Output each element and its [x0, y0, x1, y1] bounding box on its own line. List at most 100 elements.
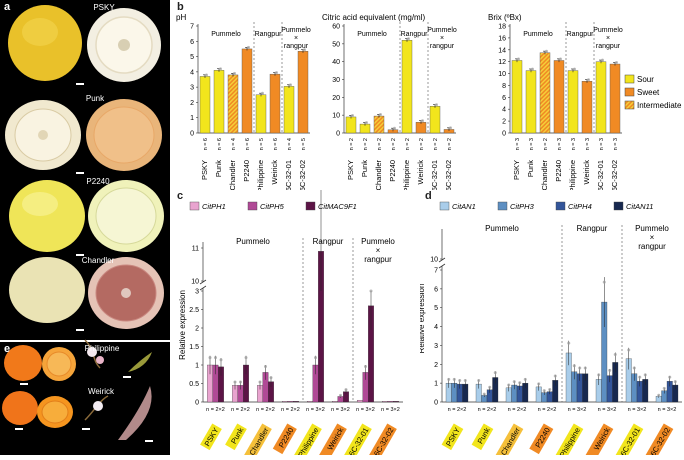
photo-label-chandler: Chandler: [81, 256, 115, 265]
replicate-point: [537, 382, 541, 386]
accession-label: Punk: [360, 160, 369, 177]
legend-swatch: [624, 100, 635, 110]
y-tick-label: 20: [332, 95, 340, 102]
group-label-pummelo: Pummelo: [357, 31, 387, 38]
y-tick-label: 3: [195, 289, 199, 296]
accession-label: Weirick: [270, 160, 279, 185]
replicate-point: [339, 393, 342, 397]
n-label: n = 2: [405, 138, 411, 150]
n-label: n = 2×2: [538, 407, 557, 413]
accession-tag: 6C-32-01: [612, 423, 644, 455]
replicate-point: [507, 383, 511, 387]
n-label: n = 3: [515, 138, 521, 150]
panel-letter-a: a: [4, 1, 11, 13]
accession-tag-bg: [471, 423, 494, 451]
bar: [429, 106, 441, 134]
y-tick-label: 60: [332, 24, 340, 31]
y-tick-label: 1: [434, 381, 438, 388]
y-tick-label: 2: [502, 119, 506, 126]
philippine-flower: [87, 347, 97, 357]
accession-label: PSKY: [512, 160, 521, 180]
bar-citph1: [307, 401, 313, 403]
accession-tag: Chandler: [492, 423, 524, 455]
philippine-whole-fruit: [4, 345, 42, 381]
n-label: n = 3×2: [658, 407, 677, 413]
replicate-point: [523, 377, 527, 381]
y-tick-label: 5: [190, 54, 194, 61]
group-label-rangpur: Rangpur: [255, 31, 283, 38]
accession-tag-bg: [612, 423, 644, 455]
bar: [241, 48, 253, 134]
accession-label: P2240: [388, 160, 397, 182]
group-label-cross-rangpur: rangpur: [638, 242, 666, 251]
bar-citph1: [382, 401, 388, 403]
bar: [553, 60, 565, 134]
replicate-point: [458, 379, 462, 383]
n-label: n = 3: [529, 138, 535, 150]
bar: [511, 60, 523, 134]
accession-label: Philippine: [568, 160, 577, 190]
n-label: n = 2×2: [478, 407, 497, 413]
replicate-point: [583, 366, 587, 370]
bar: [581, 81, 593, 134]
y-tick-label: 1: [190, 115, 194, 122]
y-tick-label: 2: [195, 326, 199, 333]
axis-break: [199, 279, 207, 285]
replicate-point: [449, 126, 452, 130]
group-label-pummelo: Pummelo: [523, 31, 553, 38]
replicate-point: [258, 380, 262, 384]
accession-tag-bg: [240, 423, 272, 455]
bar-citmac9f1: [293, 401, 299, 403]
n-label: n = 2: [433, 138, 439, 150]
axis-break: [199, 285, 207, 291]
replicate-point: [662, 386, 666, 390]
replicate-point: [638, 375, 642, 379]
n-label: n = 2×2: [281, 407, 300, 413]
accession-label: 6C-32-01: [284, 160, 293, 190]
accession-tag: P2240: [272, 423, 297, 455]
accession-tag-bg: [365, 423, 397, 455]
group-label-cross-x: ×: [650, 233, 655, 242]
replicate-point: [477, 379, 481, 383]
y-tick-label: 4: [434, 324, 438, 331]
group-label-pummelo: Pummelo: [485, 224, 519, 233]
legend-label-citph1: CitPH1: [202, 202, 226, 211]
accession-label: P2240: [554, 160, 563, 182]
group-label-cross-x: ×: [606, 35, 610, 42]
bar: [297, 51, 309, 134]
y-tick-label: 4: [502, 107, 506, 114]
y-tick-label: 16: [498, 35, 506, 42]
photo-label-weirick: Weirick: [87, 387, 115, 396]
panel-letter-c: c: [177, 190, 184, 202]
accession-tag-bg: [441, 423, 464, 451]
replicate-point: [369, 289, 373, 293]
replicate-point: [407, 37, 410, 41]
legend-label-citan11: CitAN11: [626, 202, 653, 211]
accession-label: Weirick: [582, 160, 591, 185]
replicate-point: [512, 380, 516, 384]
y-tick-label: 6: [434, 286, 438, 293]
group-label-cross-rangpur: rangpur: [364, 255, 392, 264]
accession-label: 6C-32-01: [430, 160, 439, 190]
photo-label-punk: Punk: [85, 94, 105, 103]
n-label: n = 3×2: [598, 407, 617, 413]
replicate-point: [488, 385, 492, 389]
accession-label: 6C-32-02: [444, 160, 453, 190]
y-axis-label: Relative expression: [178, 290, 187, 360]
replicate-point: [517, 57, 520, 61]
replicate-point: [205, 73, 208, 77]
group-label-rangpur: Rangpur: [577, 224, 608, 233]
bar-citmac9f1: [393, 401, 399, 403]
replicate-point: [587, 78, 590, 82]
replicate-point: [233, 380, 237, 384]
n-label: n = 2: [543, 138, 549, 150]
y-tick-label: 10: [430, 257, 438, 264]
y-tick-label: 12: [498, 59, 506, 66]
accession-tag: Punk: [225, 423, 247, 451]
replicate-point: [393, 126, 396, 130]
n-label: n = 6: [203, 138, 209, 150]
accession-tag: Punk: [471, 423, 494, 451]
replicate-point: [289, 83, 292, 87]
y-tick-label: 8: [502, 83, 506, 90]
accession-tag: 6C-32-02: [642, 423, 674, 455]
